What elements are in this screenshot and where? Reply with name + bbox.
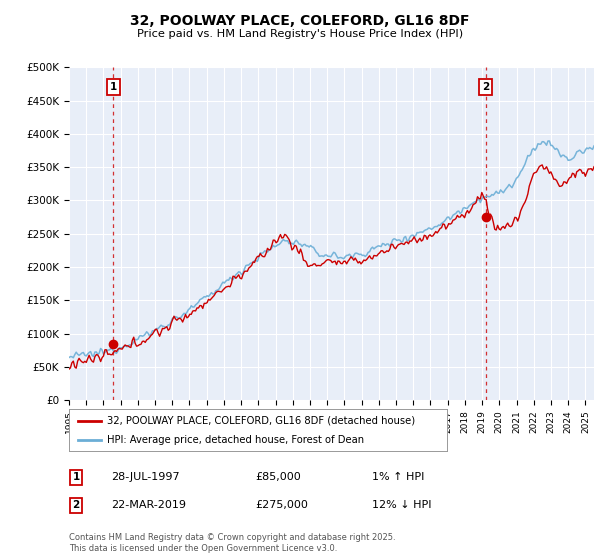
Text: Contains HM Land Registry data © Crown copyright and database right 2025.
This d: Contains HM Land Registry data © Crown c…	[69, 533, 395, 553]
Text: 12% ↓ HPI: 12% ↓ HPI	[372, 500, 431, 510]
Text: 1% ↑ HPI: 1% ↑ HPI	[372, 472, 424, 482]
Text: 22-MAR-2019: 22-MAR-2019	[111, 500, 186, 510]
Text: Price paid vs. HM Land Registry's House Price Index (HPI): Price paid vs. HM Land Registry's House …	[137, 29, 463, 39]
Text: 32, POOLWAY PLACE, COLEFORD, GL16 8DF: 32, POOLWAY PLACE, COLEFORD, GL16 8DF	[130, 14, 470, 28]
Text: 1: 1	[110, 82, 117, 92]
Text: 32, POOLWAY PLACE, COLEFORD, GL16 8DF (detached house): 32, POOLWAY PLACE, COLEFORD, GL16 8DF (d…	[107, 416, 415, 426]
Text: £85,000: £85,000	[255, 472, 301, 482]
Text: HPI: Average price, detached house, Forest of Dean: HPI: Average price, detached house, Fore…	[107, 435, 364, 445]
Text: 1: 1	[73, 472, 80, 482]
Text: £275,000: £275,000	[255, 500, 308, 510]
Text: 2: 2	[73, 500, 80, 510]
Text: 28-JUL-1997: 28-JUL-1997	[111, 472, 179, 482]
Text: 2: 2	[482, 82, 490, 92]
